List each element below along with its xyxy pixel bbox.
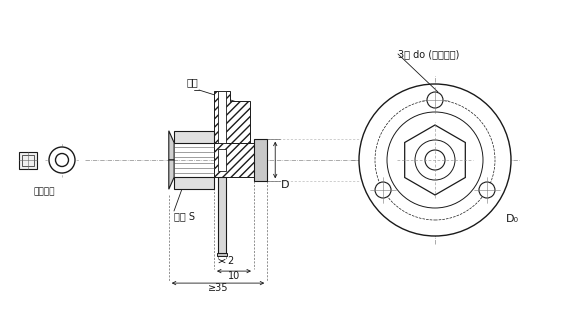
Circle shape <box>425 150 445 170</box>
Polygon shape <box>174 177 214 189</box>
Bar <box>218 91 226 143</box>
Bar <box>217 253 227 256</box>
Polygon shape <box>405 125 465 195</box>
Bar <box>19 151 37 168</box>
Circle shape <box>415 140 455 180</box>
Text: D₀: D₀ <box>506 214 519 224</box>
Circle shape <box>375 182 391 198</box>
Text: 卡套: 卡套 <box>186 77 198 87</box>
Text: 2: 2 <box>227 256 233 266</box>
Circle shape <box>49 147 75 173</box>
Circle shape <box>387 112 483 208</box>
Circle shape <box>359 84 511 236</box>
Bar <box>22 155 34 166</box>
Polygon shape <box>169 160 174 189</box>
Text: 固定卡套: 固定卡套 <box>33 187 55 196</box>
Circle shape <box>479 182 495 198</box>
Text: ≥35: ≥35 <box>208 283 228 293</box>
Circle shape <box>56 154 69 166</box>
Polygon shape <box>169 131 174 160</box>
Circle shape <box>427 92 443 108</box>
Polygon shape <box>174 131 214 143</box>
Bar <box>218 177 226 253</box>
Text: D: D <box>282 180 290 190</box>
Polygon shape <box>214 91 250 143</box>
Text: 板手 S: 板手 S <box>174 211 195 221</box>
Polygon shape <box>214 143 254 177</box>
Text: 3孔 do (等分圆周): 3孔 do (等分圆周) <box>398 49 459 59</box>
Text: 10: 10 <box>228 271 240 281</box>
Polygon shape <box>254 139 267 181</box>
Bar <box>218 149 226 171</box>
